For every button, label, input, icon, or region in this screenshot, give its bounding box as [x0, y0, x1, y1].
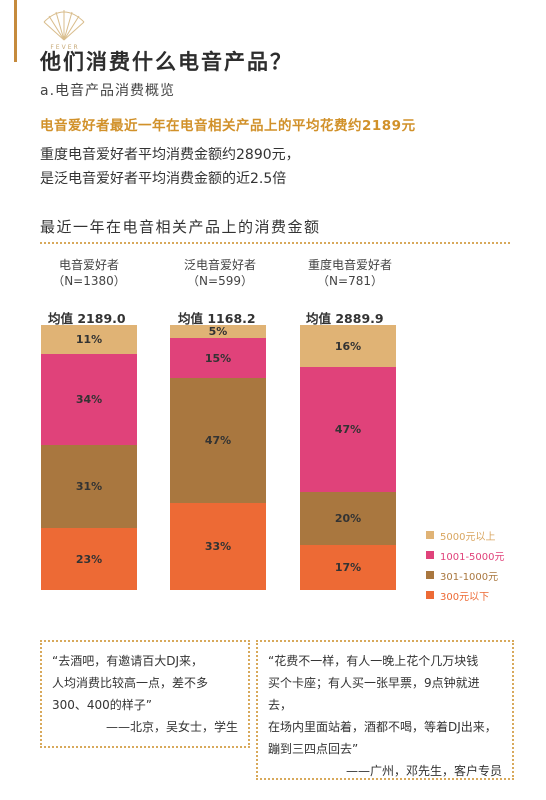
group-label: 泛电音爱好者 （N=599） [170, 257, 270, 289]
stacked-bar: 23% 31% 34% 11% [41, 325, 137, 590]
quote-line: 买个卡座；有人买一张早票，9点钟就进去， [268, 672, 502, 716]
summary-line: 是泛电音爱好者平均消费金额的近2.5倍 [40, 167, 300, 191]
divider [40, 242, 510, 244]
stacked-bar: 17% 20% 47% 16% [300, 325, 396, 590]
group-name: 泛电音爱好者 [170, 257, 270, 273]
data-label: 31% [76, 480, 102, 493]
quote-box: “花费不一样，有人一晚上花个几万块钱 买个卡座；有人买一张早票，9点钟就进去， … [256, 640, 514, 780]
bar-segment: 17% [300, 545, 396, 590]
data-label: 5% [209, 325, 228, 338]
legend-swatch [426, 531, 434, 539]
highlight-statement: 电音爱好者最近一年在电音相关产品上的平均花费约2189元 [40, 114, 416, 134]
data-label: 34% [76, 393, 102, 406]
legend-label: 1001-5000元 [440, 548, 505, 563]
data-label: 23% [76, 553, 102, 566]
quote-line: “花费不一样，有人一晚上花个几万块钱 [268, 650, 502, 672]
data-label: 47% [205, 434, 231, 447]
chart-title: 最近一年在电音相关产品上的消费金额 [40, 216, 321, 237]
bar-segment: 33% [170, 503, 266, 590]
quote-box: “去酒吧，有邀请百大DJ来， 人均消费比较高一点，差不多 300、400的样子”… [40, 640, 250, 748]
bar-segment: 11% [41, 325, 137, 354]
stacked-bar: 33% 47% 15% 5% [170, 325, 266, 590]
group-label: 电音爱好者 （N=1380） [39, 257, 139, 289]
bar-segment: 16% [300, 325, 396, 367]
data-label: 11% [76, 333, 102, 346]
data-label: 15% [205, 352, 231, 365]
bar-segment: 47% [170, 378, 266, 503]
section-subtitle: a.电音产品消费概览 [40, 80, 175, 100]
bar-segment: 15% [170, 338, 266, 378]
quote-line: 人均消费比较高一点，差不多 [52, 672, 238, 694]
data-label: 20% [335, 512, 361, 525]
quote-source: ——北京，吴女士，学生 [52, 716, 238, 738]
quote-line: “去酒吧，有邀请百大DJ来， [52, 650, 238, 672]
legend-item: 300元以下 [426, 585, 505, 605]
legend-item: 301-1000元 [426, 565, 505, 585]
group-sample-size: （N=599） [170, 273, 270, 289]
bar-segment: 34% [41, 354, 137, 445]
group-name: 重度电音爱好者 [300, 257, 400, 273]
accent-bar [14, 0, 17, 62]
bar-segment: 47% [300, 367, 396, 492]
legend-swatch [426, 591, 434, 599]
bar-segment: 31% [41, 445, 137, 528]
data-label: 33% [205, 540, 231, 553]
quote-line: 蹦到三四点回去” [268, 738, 502, 760]
legend-label: 300元以下 [440, 588, 489, 603]
bar-segment: 23% [41, 528, 137, 590]
bar-segment: 5% [170, 325, 266, 338]
group-label: 重度电音爱好者 （N=781） [300, 257, 400, 289]
quote-line: 300、400的样子” [52, 694, 238, 716]
bar-segment: 20% [300, 492, 396, 545]
group-sample-size: （N=1380） [39, 273, 139, 289]
legend-label: 5000元以上 [440, 528, 495, 543]
summary-line: 重度电音爱好者平均消费金额约2890元， [40, 143, 300, 167]
legend-item: 5000元以上 [426, 525, 505, 545]
quote-line: 在场内里面站着，酒都不喝，等着DJ出来， [268, 716, 502, 738]
data-label: 17% [335, 561, 361, 574]
summary-text: 重度电音爱好者平均消费金额约2890元， 是泛电音爱好者平均消费金额的近2.5倍 [40, 143, 300, 191]
group-sample-size: （N=781） [300, 273, 400, 289]
page-title: 他们消费什么电音产品？ [40, 46, 293, 76]
fan-logo-icon [40, 6, 88, 42]
data-label: 16% [335, 340, 361, 353]
data-label: 47% [335, 423, 361, 436]
legend-swatch [426, 551, 434, 559]
legend-swatch [426, 571, 434, 579]
group-name: 电音爱好者 [39, 257, 139, 273]
legend-label: 301-1000元 [440, 568, 498, 583]
chart-legend: 5000元以上 1001-5000元 301-1000元 300元以下 [426, 525, 505, 605]
legend-item: 1001-5000元 [426, 545, 505, 565]
quote-source: ——广州，邓先生，客户专员 [268, 760, 502, 782]
